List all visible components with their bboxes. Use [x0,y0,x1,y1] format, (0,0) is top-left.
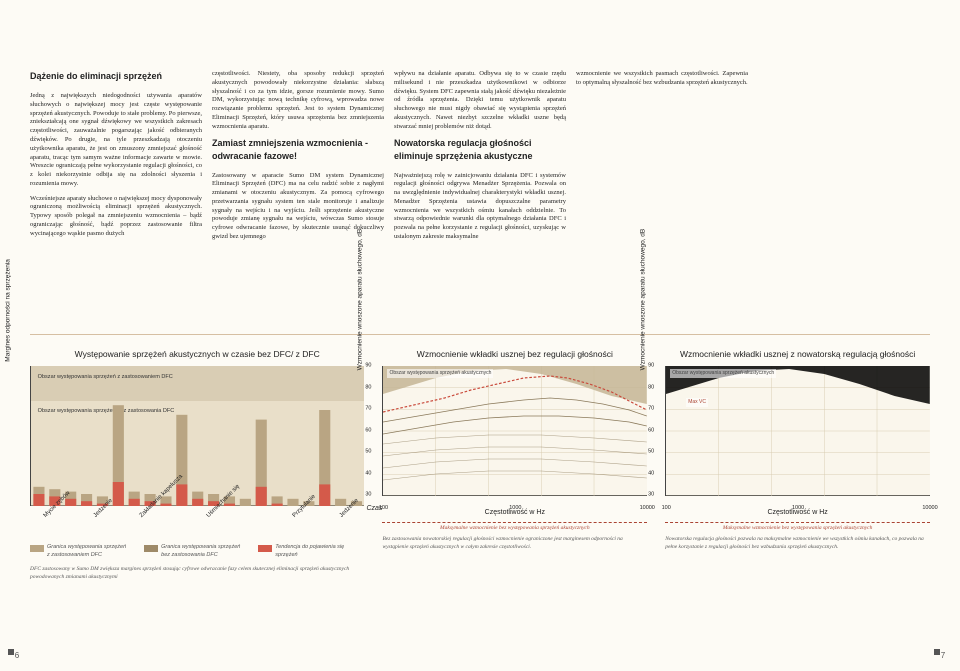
chart-time-ylabel: Margines odporności na sprzężenia [5,245,14,375]
page-number-right: 7 [934,651,952,665]
chart-time-svg: Obszar występowania sprzężeń z zastosowa… [31,366,364,506]
para: częstotliwości. Niestety, oba sposoby re… [212,70,384,131]
page-number-left: 6 [8,651,26,665]
chart-time: Występowanie sprzężeń akustycznych w cza… [30,349,364,581]
chart-freq-with: Wzmocnienie wkładki usznej z nowatorską … [665,349,930,551]
para: Wcześniejsze aparaty słuchowe o najwięks… [30,195,202,239]
chart-mid-overlay: Obszar występowania sprzężeń akustycznyc… [387,369,493,378]
chart-right-svg [666,366,930,496]
para: Najważniejszą rolę w zainicjowaniu dział… [394,172,566,242]
separator [30,334,930,335]
para: wzmocnienie we wszystkich pasmach często… [576,70,748,88]
heading-1: Dążenie do eliminacji sprzężeń [30,70,202,82]
chart-time-categories: Mycie zębówJedzenieZakładanie kapeluszaU… [32,508,364,538]
chart-mid-ylabel: Wzmocnienie wnoszone aparatu słuchowego,… [357,240,366,370]
chart-mid-footnote: Maksymalne wzmocnienie bez występowania … [382,522,647,532]
chart-right-title: Wzmocnienie wkładki usznej z nowatorską … [665,349,930,360]
chart-right-ylabel: Wzmocnienie wnoszone aparatu słuchowego,… [640,240,649,370]
chart-freq-without: Wzmocnienie wkładki usznej bez regulacji… [382,349,647,551]
svg-text:Obszar występowania sprzężeń b: Obszar występowania sprzężeń bez zastoso… [38,409,175,415]
heading-2: Zamiast zmniejszenia wzmocnienia - odwra… [212,137,384,161]
chart-right-caption: Nowatorska regulacja głośności pozwala n… [665,536,930,551]
chart-mid-title: Wzmocnienie wkładki usznej bez regulacji… [382,349,647,360]
para: wpływu na działanie aparatu. Odbywa się … [394,70,566,131]
chart-time-legend: Granica występowania sprzężeń z zastosow… [30,544,364,562]
chart-mid-svg [383,366,647,496]
chart-time-caption: DFC zastosowany w Sumo DM zwiększa margi… [30,566,364,581]
chart-right-overlay: Obszar występowania sprzężeń akustycznyc… [670,369,776,378]
svg-text:Obszar występowania sprzężeń z: Obszar występowania sprzężeń z zastosowa… [38,375,173,381]
body-text: Dążenie do eliminacji sprzężeń Jedną z n… [30,70,930,310]
chart-right-footnote: Maksymalne wzmocnienie bez występowania … [665,522,930,532]
heading-3: Nowatorska regulacja głośności eliminuje… [394,137,566,161]
chart-mid-caption: Bez zastosowania nowatorskiej regulacji … [382,536,647,551]
chart-time-title: Występowanie sprzężeń akustycznych w cza… [30,349,364,360]
para: Jedną z największych niedogodności używa… [30,92,202,188]
chart-right-maxvc: Max VC [686,398,708,407]
